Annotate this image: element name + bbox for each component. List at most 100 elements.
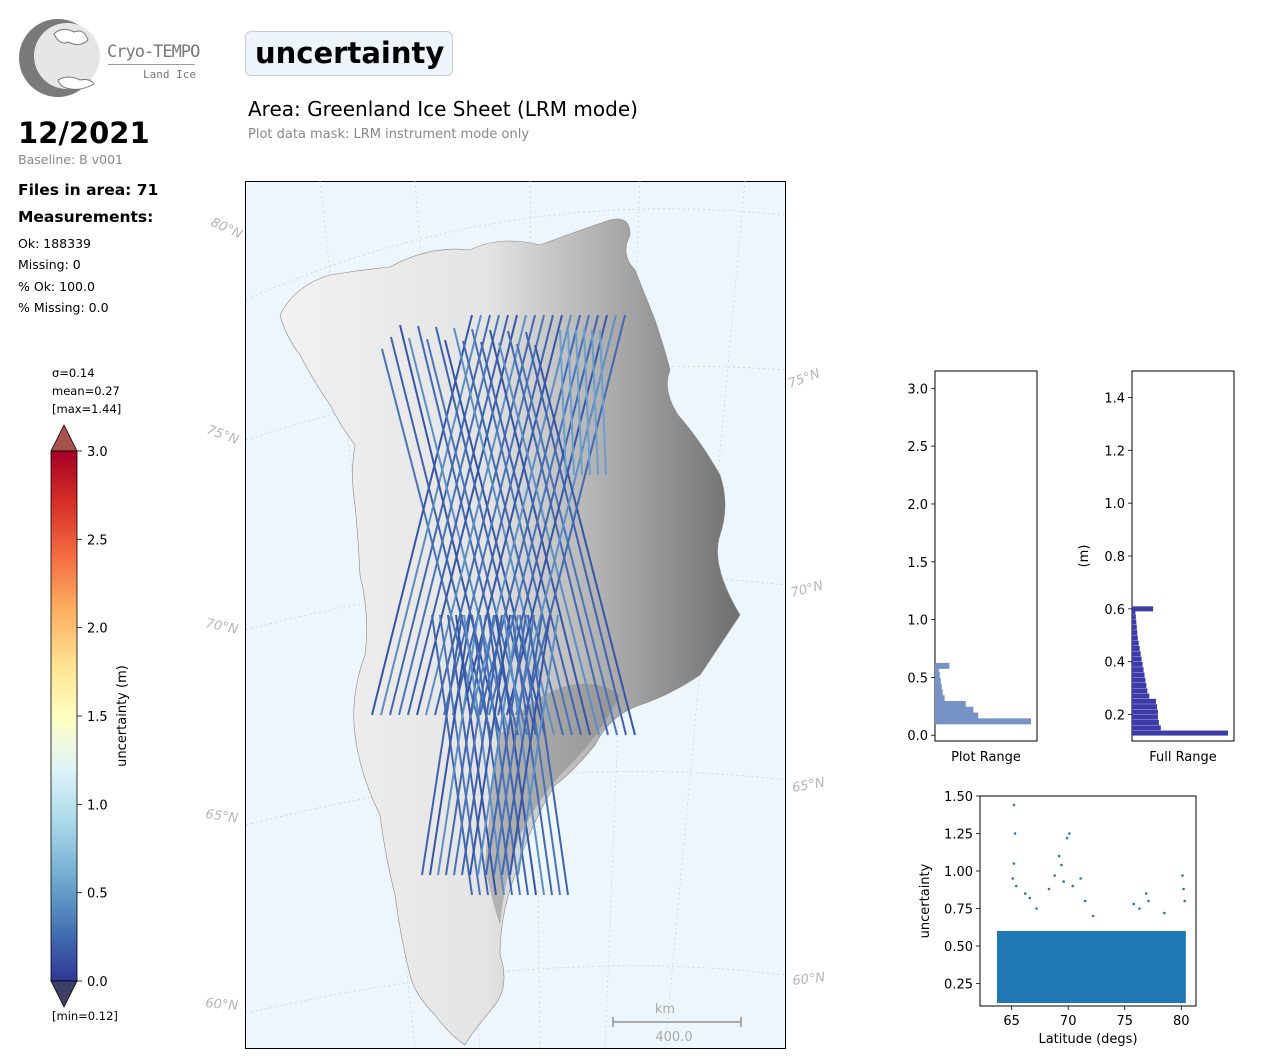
track-line [381, 348, 483, 736]
y-tick-label: 1.00 [944, 865, 973, 880]
track-line [503, 614, 545, 896]
track-line [489, 329, 591, 736]
baseline-label: Baseline: B v001 [18, 152, 123, 167]
shaded-relief [485, 683, 620, 925]
histogram-bar [935, 672, 940, 679]
scale-value: 400.0 [655, 1030, 692, 1045]
histogram-bar [1132, 720, 1159, 725]
histogram-bar [1132, 651, 1141, 657]
histogram-bar [1132, 614, 1136, 620]
scatter-point [1011, 877, 1015, 880]
logo-subtitle: Land Ice [143, 68, 196, 81]
scatter-point [1071, 884, 1075, 888]
colorbar-tick-label: 1.5 [87, 710, 108, 725]
y-tick-label: 0.25 [944, 978, 973, 993]
histogram-bar [1132, 730, 1228, 736]
colorbar-gradient [50, 450, 78, 982]
track-line [501, 614, 543, 876]
track-line [559, 329, 567, 476]
lat-label-left-60: 60°N [205, 996, 239, 1014]
scatter-latitude: 65 70 75 80 0.25 0.50 0.75 1.00 1.25 1.50 Latitude… [918, 790, 1197, 1047]
histogram-bar [1132, 698, 1156, 704]
x-tick-label: 75 [1116, 1014, 1133, 1029]
mask-note: Plot data mask: LRM instrument mode only [248, 127, 530, 142]
missing-count: Missing: 0 [18, 257, 81, 272]
scatter-point [1132, 902, 1136, 906]
logo-divider [108, 64, 195, 65]
parameter-title-box: uncertainty [245, 31, 453, 76]
histogram-bar [1132, 619, 1137, 625]
scatter-point [1144, 892, 1148, 895]
y-tick-label: 1.25 [944, 828, 973, 843]
scatter-point [1057, 854, 1061, 858]
scale-unit: km [655, 1002, 675, 1017]
scatter-point [1091, 914, 1095, 918]
track-line [516, 343, 618, 736]
ok-count: Ok: 188339 [18, 236, 91, 251]
scatter-point [1035, 907, 1038, 910]
histogram-plot-range: 0.0 0.5 1.0 1.5 2.0 2.5 3.0 Plot Range [907, 370, 1038, 765]
y-tick-label: 2.0 [907, 498, 928, 513]
x-tick-label: 70 [1060, 1014, 1077, 1029]
histogram-bar [1132, 656, 1142, 662]
histogram-bar [1132, 624, 1137, 630]
scatter-point [1060, 863, 1063, 867]
greenland-map: 80°N 75°N 70°N 65°N 60°N 75°N 70°N 65°N … [204, 180, 826, 1049]
colorbar-tick-label: 0.5 [87, 887, 108, 902]
y-tick-label: 1.0 [907, 614, 928, 629]
logo-title: Cryo-TEMPO [107, 42, 200, 62]
colorbar-max: [max=1.44] [52, 402, 122, 416]
colorbar-label: uncertainty (m) [115, 665, 130, 767]
track-line [599, 329, 607, 476]
scatter-point [1181, 874, 1184, 877]
scatter-ylabel: uncertainty [918, 863, 933, 938]
histogram-bar [935, 689, 943, 696]
histogram-bar [1132, 714, 1158, 720]
lat-label-left-65: 65°N [204, 807, 239, 826]
y-tick-label: 0.2 [1104, 709, 1125, 724]
histogram-bar [1132, 609, 1136, 614]
histogram-bar [1132, 704, 1157, 710]
colorbar-extend-max [50, 424, 78, 452]
lat-label-right-70: 70°N [789, 578, 825, 601]
histogram-bar [935, 712, 979, 719]
colorbar-tick-label: 2.0 [87, 622, 108, 637]
track-line [575, 329, 583, 476]
y-tick-label: 0.6 [1104, 603, 1125, 618]
scatter-point [1013, 832, 1017, 835]
track-line [471, 328, 573, 736]
pct-ok: % Ok: 100.0 [18, 279, 95, 294]
scatter-point [1183, 899, 1186, 903]
track-line [493, 614, 535, 876]
track-line [534, 344, 636, 736]
scatter-xlabel: Latitude (degs) [1038, 1032, 1137, 1047]
scatter-point [1014, 884, 1018, 888]
colorbar-tick-label: 0.0 [87, 975, 108, 990]
track-line [437, 614, 479, 876]
y-tick-label: 1.2 [1104, 444, 1125, 459]
track-line [429, 614, 471, 876]
histogram-bar [935, 683, 942, 690]
measurements-heading: Measurements: [18, 208, 154, 226]
histogram-bar [1132, 630, 1138, 636]
colorbar-mean: mean=0.27 [52, 384, 120, 398]
histogram-bar [1132, 688, 1148, 694]
histogram-frame [934, 370, 1038, 742]
track-line [525, 331, 627, 736]
track-line [398, 314, 500, 716]
scatter-point [1028, 896, 1032, 900]
histogram-bar [1132, 640, 1139, 646]
colorbar-extend-min [50, 980, 78, 1008]
scatter-point [1182, 887, 1185, 891]
y-tick-label: 0.5 [907, 671, 928, 686]
track-line [567, 329, 575, 476]
x-tick-label: 80 [1173, 1014, 1190, 1029]
scatter-point [1138, 907, 1141, 910]
track-line [524, 314, 626, 716]
histogram-bar [935, 662, 950, 669]
histogram-bar [1132, 725, 1161, 731]
histogram-full-range: 0.2 0.4 0.6 0.8 1.0 1.2 1.4 Full Range (m) [1077, 370, 1235, 765]
scatter-point [1068, 832, 1071, 835]
track-line [497, 314, 599, 716]
track-line [507, 330, 609, 736]
